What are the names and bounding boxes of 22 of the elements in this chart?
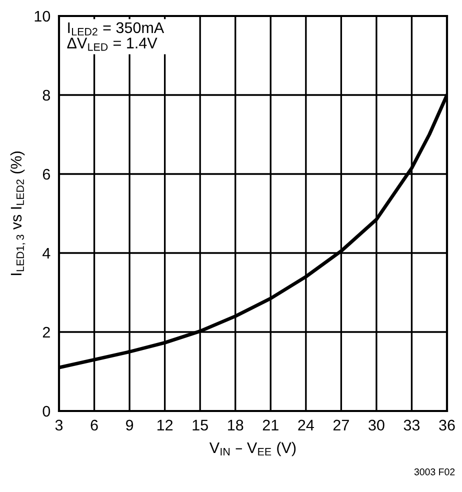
y-tick-label: 6 bbox=[42, 168, 50, 180]
x-tick-label: 30 bbox=[368, 420, 384, 431]
x-tick-label: 3 bbox=[55, 420, 63, 431]
x-tick-label: 33 bbox=[404, 420, 420, 431]
y-tick-label: 2 bbox=[42, 326, 50, 338]
x-tick-label: 36 bbox=[439, 420, 455, 431]
x-tick-label: 18 bbox=[228, 420, 244, 431]
x-tick-label: 27 bbox=[333, 420, 349, 430]
x-tick-label: 24 bbox=[298, 420, 314, 430]
y-tick-label: 10 bbox=[34, 10, 50, 22]
x-tick-label: 15 bbox=[192, 420, 208, 431]
x-tick-label: 12 bbox=[157, 420, 173, 430]
x-tick-label: 21 bbox=[262, 420, 278, 430]
text: 3003 F02 bbox=[414, 468, 455, 476]
y-tick-label: 4 bbox=[42, 248, 50, 259]
y-tick-label: 8 bbox=[42, 90, 50, 101]
x-tick-label: 9 bbox=[126, 420, 134, 431]
y-tick-label: 0 bbox=[42, 406, 50, 417]
x-tick-label: 6 bbox=[90, 420, 98, 431]
annotation: I$_{LED2}$ = 350mA ΔV$_{LED}$ = 1.4V bbox=[67, 22, 164, 51]
y-axis-title: I$_{LED1,3}$ vs I$_{LED2}$ (%) bbox=[10, 152, 26, 276]
x-axis-title: V$_{IN}$ – V$_{EE}$ (V) bbox=[209, 442, 296, 456]
